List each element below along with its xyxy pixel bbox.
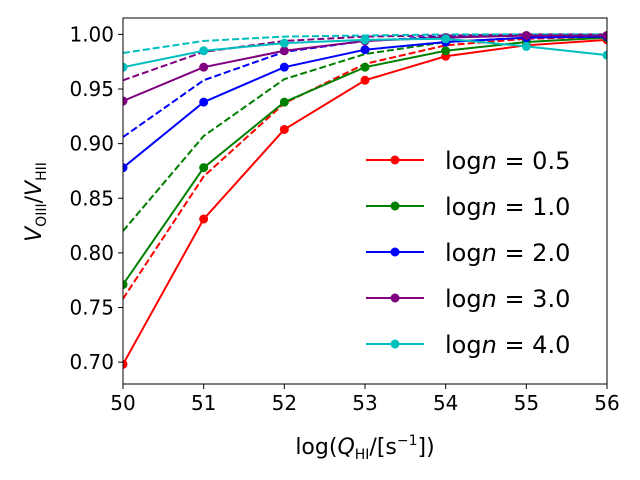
data-point-4-2: [279, 38, 289, 48]
data-point-0-2: [279, 124, 289, 134]
x-tick-label-0: 50: [110, 391, 135, 415]
legend-marker-3: [390, 293, 400, 303]
legend-marker-1: [390, 201, 400, 211]
legend-label-3: logn = 3.0: [445, 285, 570, 313]
y-tick-label-1: 0.75: [69, 296, 114, 320]
data-point-2-3: [360, 45, 370, 55]
data-point-1-0: [123, 280, 128, 290]
data-point-1-4: [441, 46, 451, 56]
tick-layer: 50 51 52 53 54 55 56 0.70 0.75 0.80 0.85 0.90 0.95 1.…: [69, 22, 619, 415]
data-point-4-4: [441, 34, 451, 44]
data-point-3-0: [123, 96, 128, 106]
data-point-1-2: [279, 97, 289, 107]
data-point-4-6: [602, 50, 607, 60]
data-point-3-2: [279, 46, 289, 56]
legend-item-3: logn = 3.0: [366, 285, 570, 313]
data-point-3-5: [521, 30, 531, 40]
data-point-4-1: [199, 46, 209, 56]
y-axis-label-text: VOIII/VHII: [22, 162, 50, 242]
series-layer: [123, 30, 607, 369]
legend-label-1: logn = 1.0: [445, 193, 570, 221]
x-tick-label-4: 54: [433, 391, 458, 415]
data-point-4-3: [360, 35, 370, 45]
y-tick-label-5: 0.95: [69, 77, 114, 101]
legend-item-0: logn = 0.5: [366, 147, 570, 175]
legend-label-4: logn = 4.0: [445, 331, 570, 359]
data-point-3-6: [602, 30, 607, 40]
data-point-2-1: [199, 97, 209, 107]
y-tick-label-4: 0.90: [69, 132, 114, 156]
legend-marker-0: [390, 155, 400, 165]
x-tick-label-2: 52: [272, 391, 297, 415]
legend-marker-4: [390, 339, 400, 349]
legend-label-2: logn = 2.0: [445, 239, 570, 267]
data-point-2-2: [279, 62, 289, 72]
x-tick-label-5: 55: [514, 391, 539, 415]
legend-item-4: logn = 4.0: [366, 331, 570, 359]
legend-item-2: logn = 2.0: [366, 239, 570, 267]
x-tick-label-3: 53: [352, 391, 377, 415]
y-tick-label-6: 1.00: [69, 22, 114, 46]
legend-item-1: logn = 1.0: [366, 193, 570, 221]
data-point-3-1: [199, 62, 209, 72]
legend-marker-2: [390, 247, 400, 257]
data-point-2-0: [123, 163, 128, 173]
data-point-1-3: [360, 62, 370, 72]
data-point-0-1: [199, 214, 209, 224]
y-tick-label-0: 0.70: [69, 350, 114, 374]
data-point-1-1: [199, 163, 209, 173]
y-tick-label-2: 0.80: [69, 241, 114, 265]
x-tick-label-6: 56: [594, 391, 619, 415]
data-point-0-3: [360, 75, 370, 85]
data-point-0-0: [123, 359, 128, 369]
data-point-4-5: [521, 41, 531, 51]
legend: logn = 0.5 logn = 1.0 logn = 2.0 logn = 3.0…: [366, 147, 570, 359]
x-tick-label-1: 51: [191, 391, 216, 415]
y-axis-label: VOIII/VHII: [22, 162, 50, 242]
data-point-4-0: [123, 62, 128, 72]
legend-label-0: logn = 0.5: [445, 147, 570, 175]
y-tick-label-3: 0.85: [69, 186, 114, 210]
